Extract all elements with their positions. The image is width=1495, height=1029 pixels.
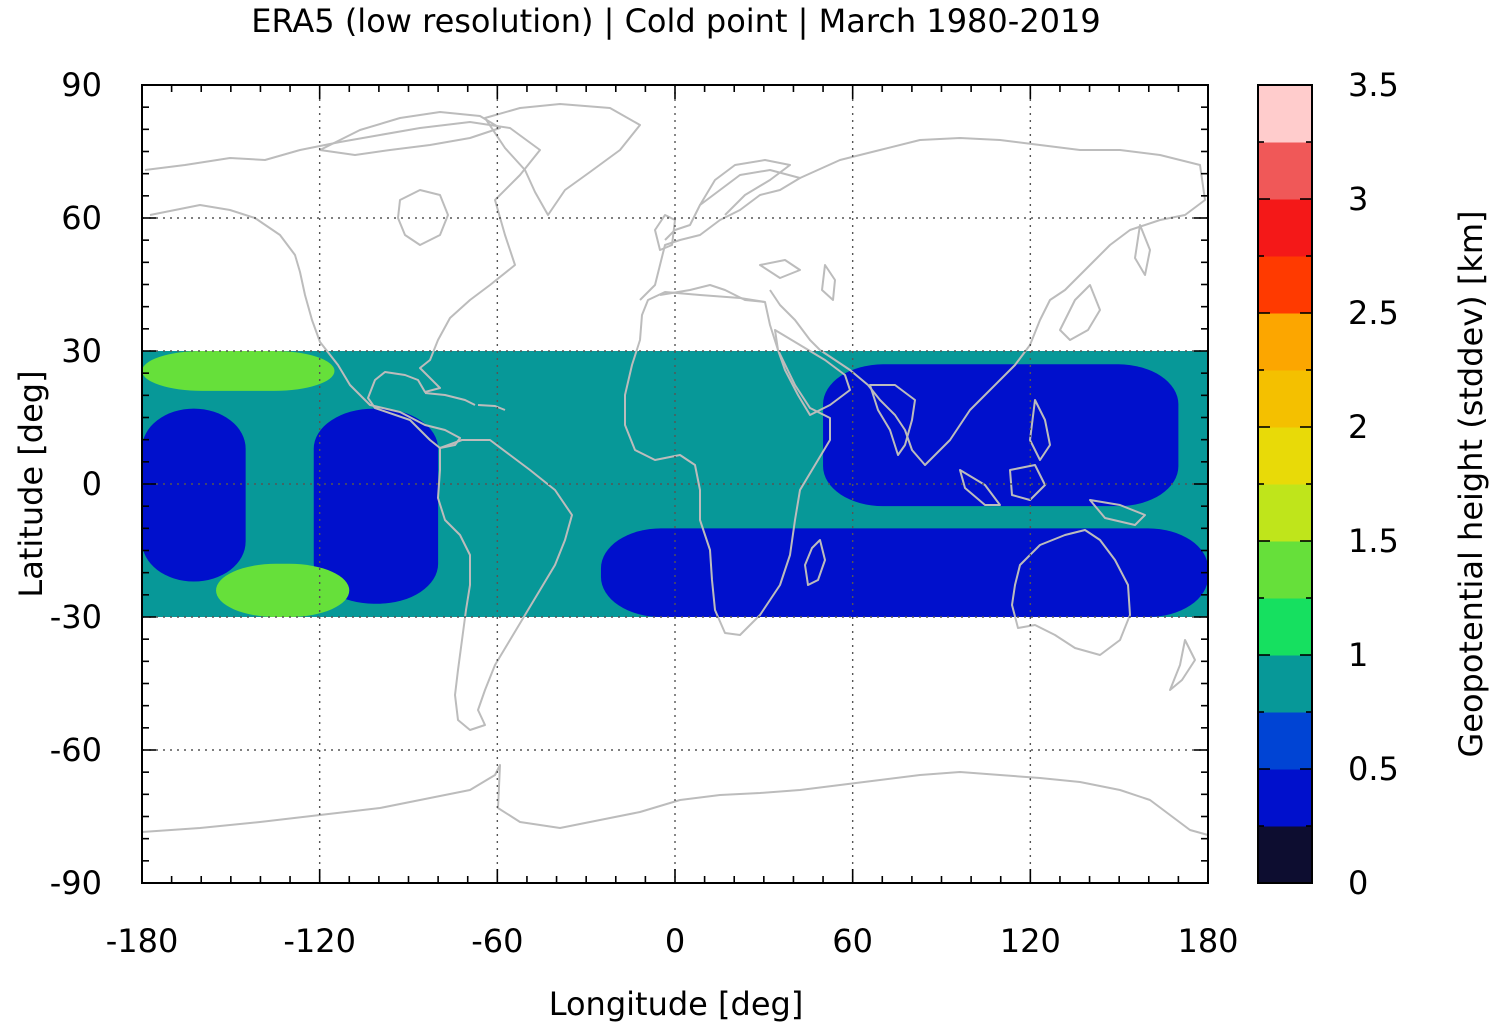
colorbar-segment xyxy=(1258,313,1312,371)
colorbar-label: Geopotential height (stddev) [km] xyxy=(1452,210,1490,757)
colorbar-segment xyxy=(1258,826,1312,884)
colorbar-tick-label: 0.5 xyxy=(1348,750,1399,788)
coastline-sumatra xyxy=(959,469,1001,506)
colorbar-tick-labels: 3.5 3 2.5 2 1.5 1 0.5 0 xyxy=(1348,66,1399,902)
colorbar-segment xyxy=(1258,541,1312,599)
field-region xyxy=(600,528,1208,617)
coastline-black-sea xyxy=(759,259,801,279)
coastline-britain xyxy=(654,214,676,251)
x-axis-label: Longitude [deg] xyxy=(549,985,804,1023)
map-plot-area xyxy=(141,84,1209,884)
coastline-south-america xyxy=(437,439,573,731)
colorbar-segment xyxy=(1258,712,1312,770)
coastline-africa xyxy=(624,291,831,636)
field-region xyxy=(313,408,439,604)
x-tick-labels: -180 -120 -60 0 60 120 180 xyxy=(106,922,1239,960)
y-tick-label: 0 xyxy=(82,465,102,503)
field-region xyxy=(216,563,350,617)
colorbar-tick-label: 1 xyxy=(1348,636,1368,674)
y-tick-label: -90 xyxy=(50,864,102,902)
coastline-borneo xyxy=(1009,464,1046,501)
x-tick-label: 0 xyxy=(665,922,685,960)
coastline-hispaniola xyxy=(477,404,506,411)
coastline-australia xyxy=(1011,529,1131,656)
x-tick-label: -60 xyxy=(471,922,523,960)
coastline-caspian xyxy=(821,264,836,301)
colorbar-tick-label: 2.5 xyxy=(1348,294,1399,332)
coastline-arctic-islands xyxy=(319,111,501,156)
coastline-north-america xyxy=(144,121,541,449)
coastline-madagascar xyxy=(804,539,826,586)
field-region xyxy=(142,408,246,582)
coastline-greenland xyxy=(484,103,641,216)
coastline-scandinavia xyxy=(699,159,791,216)
colorbar-tick-label: 1.5 xyxy=(1348,522,1399,560)
coastline-outlines xyxy=(141,103,1209,836)
coastline-antarctica xyxy=(141,764,1209,836)
x-tick-label: 120 xyxy=(1000,922,1061,960)
colorbar-tick-label: 2 xyxy=(1348,408,1368,446)
coastline-new-guinea xyxy=(1089,499,1146,526)
colorbar-segment xyxy=(1258,484,1312,542)
x-tick-label: -180 xyxy=(106,922,179,960)
chart-title: ERA5 (low resolution) | Cold point | Mar… xyxy=(251,2,1101,40)
coastline-kamchatka xyxy=(1134,224,1151,276)
y-tick-labels: 90 60 30 0 -30 -60 -90 xyxy=(50,66,102,902)
x-tick-label: 180 xyxy=(1177,922,1238,960)
colorbar-tick-label: 3 xyxy=(1348,180,1368,218)
colorbar-tick-label: 3.5 xyxy=(1348,66,1399,104)
colorbar-segment xyxy=(1258,598,1312,656)
field-region xyxy=(142,351,335,391)
coastline-cuba xyxy=(424,392,476,406)
coastline-india xyxy=(869,384,916,456)
field-region xyxy=(823,364,1179,507)
colorbar-segment xyxy=(1258,85,1312,143)
colorbar-tick-label: 0 xyxy=(1348,864,1368,902)
colorbar-segment xyxy=(1258,256,1312,314)
coastline-new-zealand xyxy=(1169,639,1196,691)
y-tick-label: 90 xyxy=(61,66,102,104)
colorbar xyxy=(1258,85,1312,884)
y-tick-label: 60 xyxy=(61,199,102,237)
colorbar-segment xyxy=(1258,427,1312,485)
coastline-asia xyxy=(769,137,1206,466)
y-tick-label: -30 xyxy=(50,598,102,636)
coastline-mediterranean xyxy=(659,284,766,303)
coastline-arabia xyxy=(774,329,851,416)
colorbar-segment xyxy=(1258,769,1312,827)
y-axis-label: Latitude [deg] xyxy=(12,370,50,597)
colorbar-segment xyxy=(1258,370,1312,428)
colorbar-segment xyxy=(1258,655,1312,713)
y-tick-label: -60 xyxy=(50,731,102,769)
y-tick-label: 30 xyxy=(61,332,102,370)
coastline-japan xyxy=(1059,284,1101,341)
x-tick-label: -120 xyxy=(283,922,356,960)
x-tick-label: 60 xyxy=(832,922,873,960)
plot-border xyxy=(141,84,1209,884)
coastline-philippines xyxy=(1029,399,1051,461)
colorbar-segment xyxy=(1258,199,1312,257)
colorbar-ticks xyxy=(1258,84,1312,884)
colorbar-segment xyxy=(1258,142,1312,200)
coastline-hudson-bay xyxy=(397,189,449,246)
grid-lines xyxy=(142,85,1208,883)
